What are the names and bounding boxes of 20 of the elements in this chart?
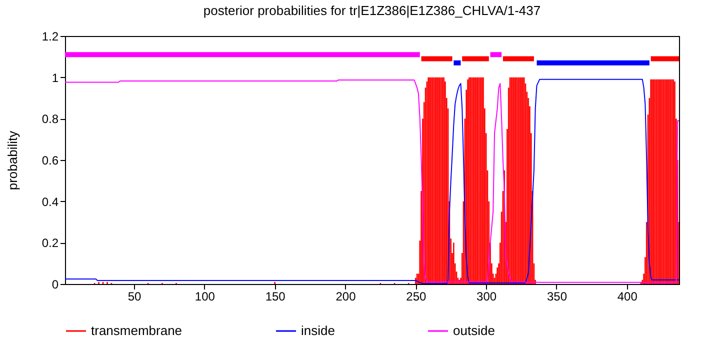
chart-title: posterior probabilities for tr|E1Z386|E1Z386_CHLVA/1-437 [203,3,541,18]
y-tick-label: 0.6 [42,154,59,168]
x-tick-label: 350 [546,290,568,304]
x-tick-label: 300 [476,290,497,304]
x-tick-label: 150 [265,290,286,304]
y-axis-title: probability [4,130,20,190]
y-tick-label: 1.2 [42,30,59,44]
x-tick-label: 250 [406,290,426,304]
y-tick-label: 0 [52,278,59,292]
x-tick-label: 100 [194,290,216,304]
legend-label: outside [453,323,495,338]
y-tick-label: 0.4 [42,194,59,209]
legend-label: transmembrane [91,323,182,338]
y-tick-label: 1 [52,70,59,85]
y-tick-label: 0.8 [42,112,59,126]
x-tick-label: 50 [128,290,142,304]
y-tick-label: 0.2 [42,236,59,250]
x-tick-label: 400 [617,290,638,304]
legend-label: inside [301,323,335,338]
x-tick-label: 200 [336,290,356,304]
